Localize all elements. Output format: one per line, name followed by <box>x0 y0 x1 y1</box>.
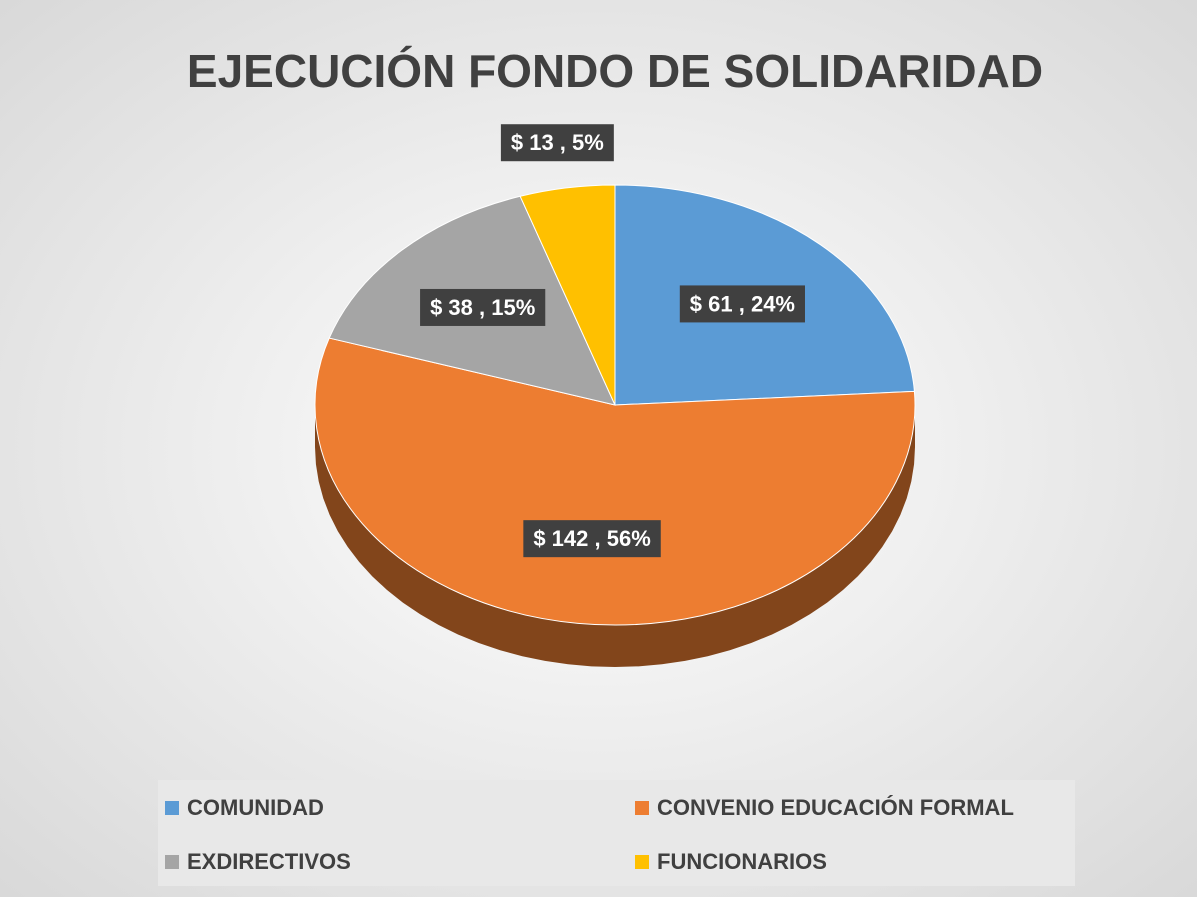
chart-title: EJECUCIÓN FONDO DE SOLIDARIDAD <box>187 45 1043 97</box>
data-label-box <box>420 288 546 326</box>
legend-swatch <box>635 801 649 815</box>
slice <box>314 337 916 626</box>
legend-label: FUNCIONARIOS <box>657 849 827 874</box>
slice <box>519 184 616 406</box>
data-label: $ 61 , 24% <box>690 291 795 316</box>
data-label-box <box>679 285 805 323</box>
legend-label: CONVENIO EDUCACIÓN FORMAL <box>657 795 1014 820</box>
legend-swatch <box>635 855 649 869</box>
slice-side <box>315 405 915 667</box>
legend-swatch <box>165 801 179 815</box>
legend-label: EXDIRECTIVOS <box>187 849 351 874</box>
data-label: $ 38 , 15% <box>430 295 535 320</box>
legend-swatch <box>165 855 179 869</box>
data-label-box <box>523 520 661 558</box>
pie <box>314 184 916 667</box>
legend-box <box>158 780 1075 886</box>
data-label: $ 13 , 5% <box>511 130 604 155</box>
data-label-box <box>500 124 614 162</box>
data-label: $ 142 , 56% <box>533 526 650 551</box>
legend-label: COMUNIDAD <box>187 795 324 820</box>
